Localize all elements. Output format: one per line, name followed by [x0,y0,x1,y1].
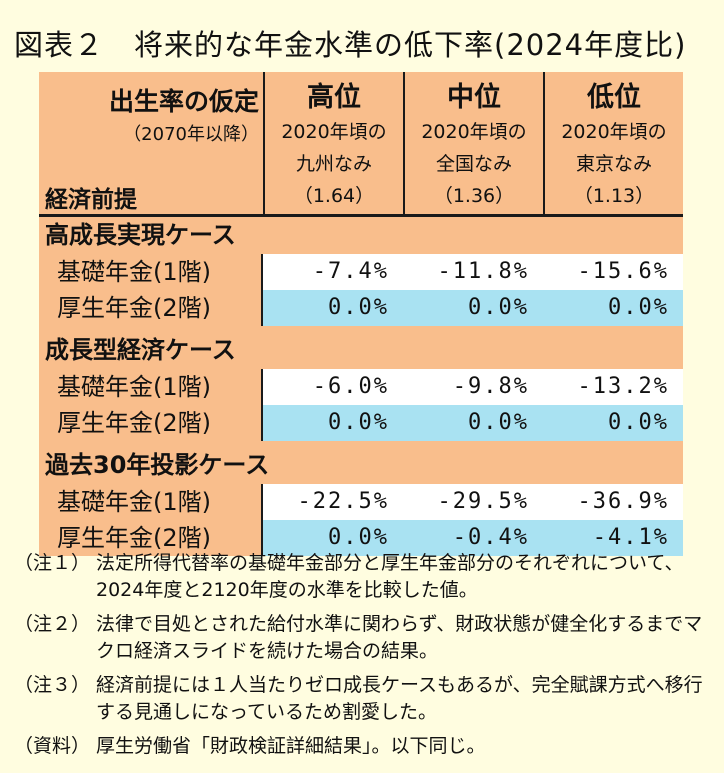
source-note: （資料） 厚生労働省「財政検証詳細結果」。以下同じ。 [14,733,714,760]
cell-value: 0.0% [468,295,529,320]
cell-value: 0.0% [328,525,389,550]
footnote-text: 経済前提には１人当たりゼロ成長ケースもあるが、完全賦課方式へ移行する見通しになっ… [96,674,703,723]
pension-table: 出生率の仮定 （2070年以降） 経済前提 高位 2020年頃の 九州なみ （1… [39,72,683,556]
table-row: 基礎年金(1階) -22.5% -29.5% -36.9% [39,484,683,520]
header-divider [39,214,683,217]
cell-value: 0.0% [468,410,529,435]
cell-value: 0.0% [608,410,669,435]
cell-value: -0.4% [452,525,529,550]
footnote: （注３） 経済前提には１人当たりゼロ成長ケースもあるが、完全賦課方式へ移行する見… [14,672,714,726]
column-header-low: 低位 2020年頃の 東京なみ （1.13） [543,72,683,214]
cell-value: 0.0% [608,295,669,320]
footnote-tag: （注２） [14,613,91,635]
row-label: 厚生年金(2階) [57,294,211,322]
cell-value: -36.9% [577,489,669,514]
cell-value: -4.1% [592,525,669,550]
column-line1: 2020年頃の [561,121,667,143]
footnote-text: 法律で目処とされた給付水準に関わらず、財政状態が健全化するまでマクロ経済スライド… [96,613,703,662]
column-line1: 2020年頃の [281,121,387,143]
row-label: 基礎年金(1階) [57,373,211,401]
cell-value: -9.8% [452,374,529,399]
table-row: 厚生年金(2階) 0.0% 0.0% 0.0% [39,405,683,441]
footnote-tag: （注３） [14,674,91,696]
cell-value: -6.0% [312,374,389,399]
cell-value: 0.0% [328,295,389,320]
column-rate: （1.36） [433,185,515,207]
footnotes: （注１） 法定所得代替率の基礎年金部分と厚生年金部分のそれぞれについて、2024… [14,550,714,767]
row-label: 基礎年金(1階) [57,488,211,516]
cell-value: -22.5% [297,489,389,514]
column-rate: （1.13） [573,185,655,207]
table-row: 基礎年金(1階) -7.4% -11.8% -15.6% [39,254,683,290]
table-header: 出生率の仮定 （2070年以降） 経済前提 高位 2020年頃の 九州なみ （1… [39,72,683,214]
footnote: （注１） 法定所得代替率の基礎年金部分と厚生年金部分のそれぞれについて、2024… [14,550,714,604]
column-line2: 東京なみ [575,153,652,175]
cell-value: -29.5% [437,489,529,514]
cell-value: -7.4% [312,259,389,284]
column-line1: 2020年頃の [421,121,527,143]
row-label: 基礎年金(1階) [57,258,211,286]
column-line2: 九州なみ [295,153,372,175]
column-level: 高位 [307,82,361,113]
table-row: 厚生年金(2階) 0.0% -0.4% -4.1% [39,520,683,556]
footnote-tag: （資料） [14,735,91,757]
case-heading: 過去30年投影ケース [45,451,270,479]
cell-value: -15.6% [577,259,669,284]
column-level: 中位 [447,82,501,113]
footnote-text: 厚生労働省「財政検証詳細結果」。以下同じ。 [96,735,486,757]
fertility-assumption-label: 出生率の仮定 [108,87,259,116]
case-heading: 高成長実現ケース [45,221,236,249]
economic-premise-label: 経済前提 [45,187,137,213]
column-header-mid: 中位 2020年頃の 全国なみ （1.36） [403,72,543,214]
footnote-tag: （注１） [14,552,91,574]
header-corner: 出生率の仮定 （2070年以降） 経済前提 [39,72,263,214]
cell-value: 0.0% [328,410,389,435]
row-label: 厚生年金(2階) [57,524,211,552]
cell-value: -13.2% [577,374,669,399]
cell-value: -11.8% [437,259,529,284]
row-label: 厚生年金(2階) [57,409,211,437]
column-level: 低位 [587,82,641,113]
column-header-high: 高位 2020年頃の 九州なみ （1.64） [263,72,403,214]
case-heading: 成長型経済ケース [45,336,236,364]
column-rate: （1.64） [293,185,375,207]
footnote-text: 法定所得代替率の基礎年金部分と厚生年金部分のそれぞれについて、2024年度と21… [96,552,684,601]
column-line2: 全国なみ [435,153,512,175]
page-title: 図表２ 将来的な年金水準の低下率(2024年度比) [14,28,687,62]
footnote: （注２） 法律で目処とされた給付水準に関わらず、財政状態が健全化するまでマクロ経… [14,611,714,665]
fertility-period-label: （2070年以降） [123,124,259,145]
table-row: 基礎年金(1階) -6.0% -9.8% -13.2% [39,369,683,405]
table-row: 厚生年金(2階) 0.0% 0.0% 0.0% [39,290,683,326]
